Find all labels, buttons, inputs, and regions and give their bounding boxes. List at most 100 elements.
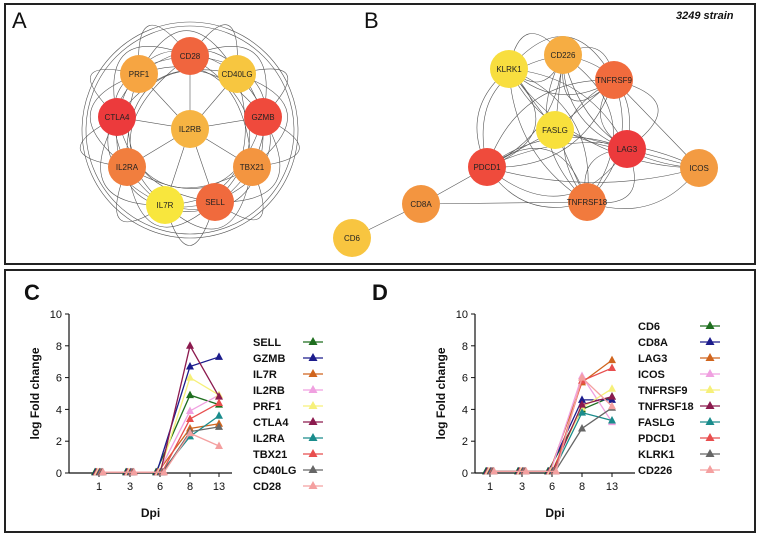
network-b-edge	[486, 68, 537, 168]
network-a-nodes: CD28 CD40LG GZMB TBX21 SELL IL7R IL2RA CTLA4 PRF…	[98, 37, 282, 224]
x-tick-label: 3	[127, 481, 133, 493]
y-tick-label: 6	[56, 373, 62, 385]
data-point-gzmb	[186, 361, 194, 370]
legend-label-pdcd1: PDCD1	[638, 433, 675, 445]
data-point-cd226	[608, 401, 616, 410]
network-b-edge	[508, 68, 589, 203]
x-tick-label: 6	[157, 481, 163, 493]
series-line-il7r	[96, 423, 220, 473]
legend-marker-tbx21	[308, 449, 318, 457]
network-b-edge	[486, 142, 700, 169]
node-label-icos: ICOS	[689, 164, 709, 173]
y-tick-label: 10	[50, 309, 62, 321]
network-a-edge	[189, 46, 267, 118]
panel-label-c: C	[24, 280, 40, 305]
y-tick-label: 4	[462, 404, 468, 416]
network-b-nodes: KLRK1 CD226 TNFRSF9 FASLG LAG3 ICOS PDCD1 TNFRS…	[333, 36, 718, 257]
data-point-il2rb	[186, 406, 194, 414]
data-point-pdcd1	[608, 363, 616, 372]
data-point-faslg	[608, 416, 616, 424]
x-tick-label: 8	[579, 481, 585, 493]
node-cd40lg	[218, 55, 256, 93]
series-cd6	[481, 392, 616, 475]
legend-marker-icos	[705, 369, 715, 377]
network-a-edge	[138, 49, 264, 118]
legend-marker-cd40lg	[308, 465, 318, 473]
series-line-gzmb	[95, 356, 220, 473]
series-prf1	[94, 373, 223, 476]
y-tick-label: 0	[462, 468, 468, 480]
node-label-cd6: CD6	[344, 234, 361, 243]
legend-label-il2ra: IL2RA	[253, 433, 285, 445]
data-point-cd28	[186, 428, 194, 437]
node-gzmb	[244, 98, 282, 136]
node-cd8a	[402, 185, 440, 223]
network-b-edge	[486, 166, 700, 183]
series-gzmb	[91, 352, 223, 476]
network-a-edge	[164, 166, 253, 230]
chart-panel-frame	[4, 269, 756, 533]
series-il2ra	[96, 411, 223, 476]
legend-label-cd8a: CD8A	[638, 337, 668, 349]
node-prf1	[120, 55, 158, 93]
node-label-il2rb: IL2RB	[179, 125, 201, 134]
data-point-klrk1	[578, 423, 586, 432]
series-line-cd40lg	[102, 426, 220, 473]
y-tick-label: 2	[462, 436, 468, 448]
node-label-cd28: CD28	[180, 52, 201, 61]
series-cd8a	[482, 395, 616, 475]
x-axis-label: Dpi	[141, 506, 160, 520]
legend-marker-tnfrsf9	[705, 385, 715, 393]
data-point-gzmb	[215, 352, 223, 360]
legend-label-lag3: LAG3	[638, 353, 667, 365]
data-point-cd8a	[578, 395, 586, 403]
legend-marker-gzmb	[308, 353, 318, 361]
network-a-edge	[113, 55, 191, 168]
series-line-tnfrsf18	[490, 396, 613, 473]
legend-marker-faslg	[705, 417, 715, 425]
data-point-tnfrsf18	[578, 400, 586, 408]
x-tick-label: 1	[487, 481, 493, 493]
node-label-sell: SELL	[205, 198, 225, 207]
y-axis-label: log Fold change	[434, 347, 448, 439]
data-point-cd226	[522, 466, 531, 475]
data-point-il2ra	[215, 411, 223, 419]
legend-marker-il2rb	[308, 385, 318, 393]
data-point-cd28	[130, 467, 139, 476]
node-label-klrk1: KLRK1	[496, 65, 522, 74]
node-tbx21	[233, 148, 271, 186]
network-b-edge	[482, 54, 564, 168]
series-cd28	[99, 428, 223, 476]
y-tick-label: 6	[462, 373, 468, 385]
legend-label-klrk1: KLRK1	[638, 449, 675, 461]
network-a-edge	[236, 73, 288, 168]
network-a: CD28 CD40LG GZMB TBX21 SELL IL7R IL2RA CTLA4 PRF…	[80, 21, 300, 246]
series-line-ctla4	[99, 344, 220, 473]
node-label-il7r: IL7R	[157, 201, 174, 210]
node-cd6	[333, 219, 371, 257]
legend-marker-il2ra	[308, 433, 318, 441]
network-b-edge	[562, 54, 700, 169]
legend-marker-prf1	[308, 401, 318, 409]
y-tick-label: 8	[56, 341, 62, 353]
legend-marker-cd28	[308, 481, 318, 489]
node-label-ctla4: CTLA4	[105, 113, 130, 122]
y-axis-label: log Fold change	[28, 347, 42, 439]
network-b-edge	[486, 79, 615, 168]
legend-label-cd28: CD28	[253, 481, 281, 493]
legend-label-tnfrsf18: TNFRSF18	[638, 401, 694, 413]
y-tick-label: 4	[56, 404, 62, 416]
data-point-sell	[186, 390, 194, 399]
node-pdcd1	[468, 148, 506, 186]
node-label-tbx21: TBX21	[240, 163, 265, 172]
x-tick-label: 13	[606, 481, 618, 493]
legend-label-ctla4: CTLA4	[253, 417, 289, 429]
series-cd226	[490, 373, 616, 475]
series-line-cd226	[494, 376, 613, 473]
legend-label-cd6: CD6	[638, 321, 660, 333]
node-label-prf1: PRF1	[129, 70, 150, 79]
node-faslg	[536, 111, 574, 149]
legend-marker-pdcd1	[705, 433, 715, 441]
